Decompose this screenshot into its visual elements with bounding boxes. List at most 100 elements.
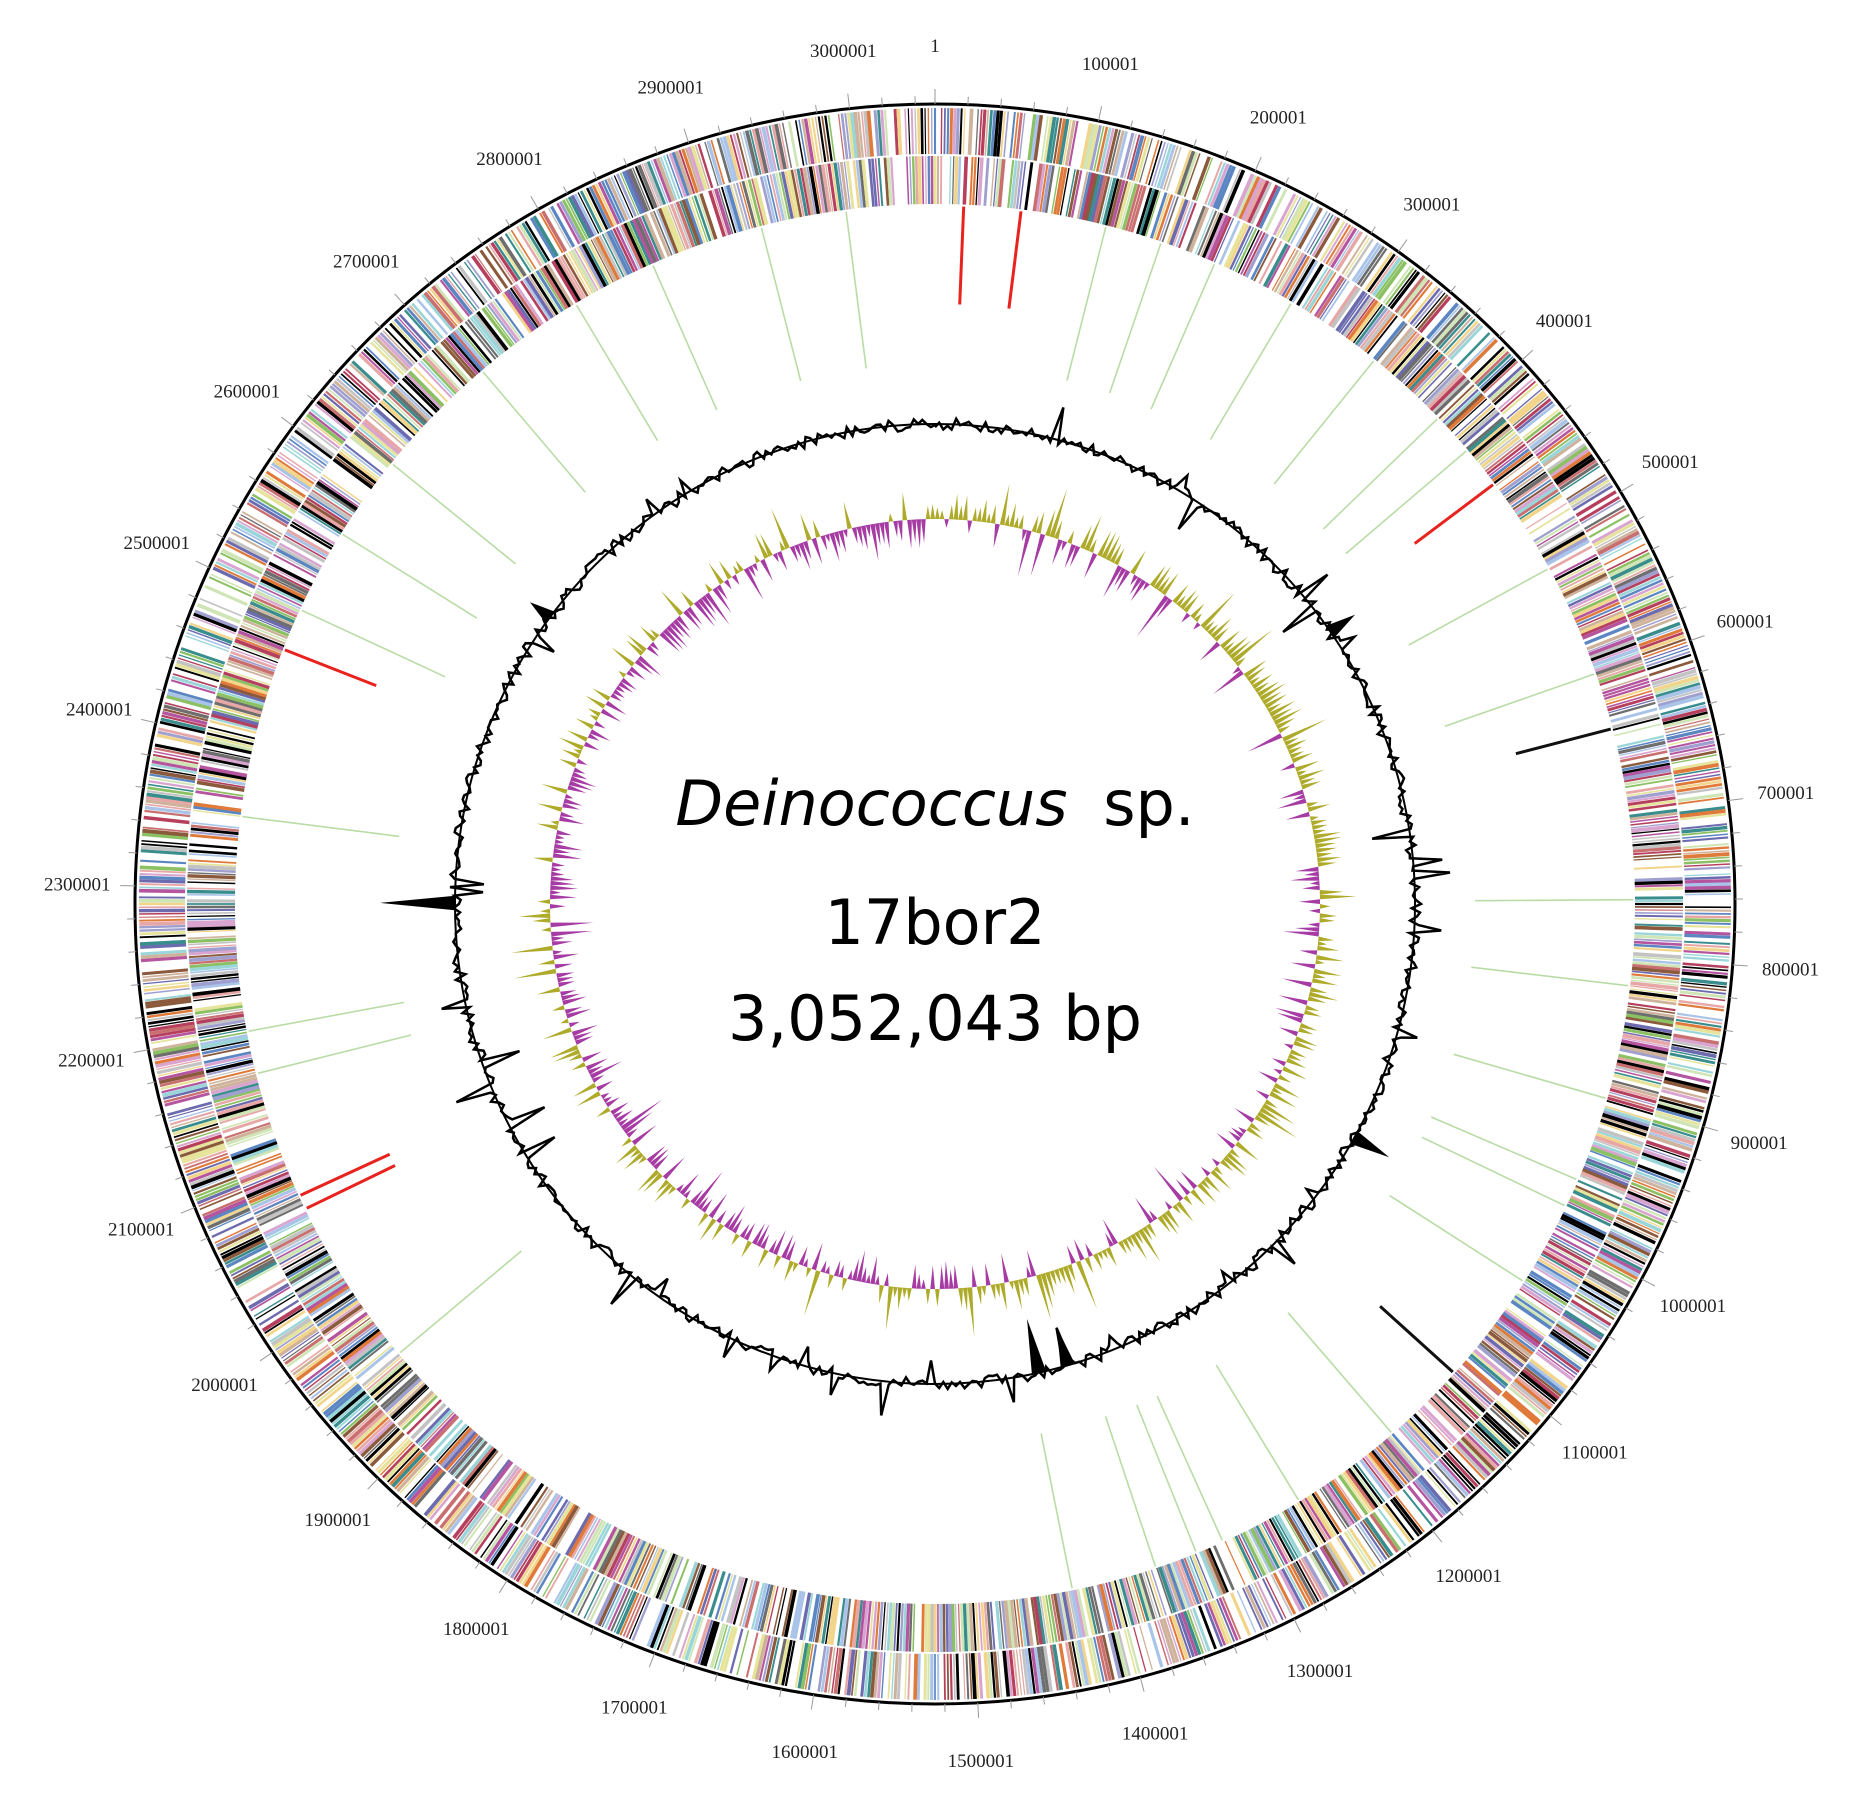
cog-gene-stroke [372,339,407,374]
cog-gene-stroke [1614,723,1662,737]
cog-gene-stroke [280,1243,324,1268]
tick-mark [1474,307,1481,315]
cog-gene-stroke [248,1282,290,1310]
cog-gene-stroke [394,1454,427,1490]
rrna-feature [299,1152,391,1197]
cog-gene-stroke [1628,799,1677,809]
cog-gene-stroke [1633,613,1677,632]
cog-gene-stroke [188,949,237,956]
cog-gene-stroke [1272,1572,1297,1615]
cog-gene-stroke [222,1116,269,1134]
tick-mark [348,1454,356,1461]
gc-skew-positive [538,959,555,965]
gc-content-peak [1056,1326,1075,1368]
cog-gene-stroke [729,1577,746,1624]
cog-gene-stroke [215,1096,263,1113]
cog-gene-stroke [1090,174,1105,223]
cog-gene-stroke [1113,1631,1129,1678]
cog-gene-stroke [1380,326,1413,366]
cog-gene-stroke [268,1222,313,1246]
cog-gene-stroke [433,1486,466,1525]
gc-skew-negative [1238,1127,1247,1134]
cog-gene-stroke [269,465,309,493]
cog-gene-stroke [1606,1099,1654,1116]
cog-gene-stroke [1108,129,1121,175]
cog-gene-stroke [1628,993,1677,1002]
cog-gene-stroke [233,1258,276,1284]
cog-gene-stroke [518,224,545,265]
cog-gene-stroke [152,1042,199,1055]
cog-gene-stroke [653,1605,672,1650]
cog-gene-stroke [551,1504,580,1548]
cog-gene-stroke [273,1229,317,1255]
cog-gene-stroke [1183,153,1201,198]
cog-gene-stroke [1290,202,1314,245]
cog-gene-stroke [1558,1218,1604,1244]
cog-gene-stroke [1660,701,1706,716]
tick-mark [259,1351,273,1362]
cog-gene-stroke [858,159,867,208]
cog-gene-stroke [1415,292,1446,329]
gc-skew-positive [1080,524,1092,550]
cog-gene-stroke [1321,280,1350,322]
gc-skew-negative [659,631,680,652]
cog-gene-stroke [1354,305,1386,346]
cog-gene-stroke [482,1520,511,1561]
gc-skew-positive [1153,566,1172,590]
tick-mark [977,1702,980,1718]
tick-mark [590,1627,595,1636]
cog-gene-stroke [147,1015,194,1025]
gc-skew-negative [637,655,662,677]
cog-gene-stroke [1606,549,1649,572]
cog-gene-stroke [286,528,330,556]
cog-gene-stroke [568,251,594,294]
cog-gene-stroke [942,1603,946,1652]
cog-gene-stroke [1489,1407,1526,1440]
cog-gene-stroke [1301,1498,1329,1542]
gc-skew-negative [1149,1210,1158,1221]
cog-gene-stroke [1591,645,1638,664]
cog-gene-stroke [1456,332,1491,367]
cog-gene-stroke [1537,523,1581,550]
gc-skew-positive [990,504,996,524]
gc-skew-positive [1031,515,1039,533]
gc-skew-positive [1009,1280,1014,1290]
cog-gene-stroke [520,1486,549,1528]
gc-skew-negative [594,721,606,729]
cog-gene-stroke [745,1632,759,1678]
gc-skew-negative [833,531,841,549]
cog-gene-stroke [1039,1595,1049,1644]
cog-gene-stroke [710,139,726,185]
cog-gene-stroke [923,1653,928,1700]
cog-gene-stroke [1501,1311,1544,1343]
tick-mark [1589,1362,1597,1369]
cog-gene-stroke [1311,1492,1340,1535]
gc-skew-positive [537,803,563,812]
trna-feature [399,1250,522,1354]
cog-gene-stroke [558,200,584,244]
cog-gene-stroke [1659,1095,1705,1110]
cog-gene-stroke [1544,536,1589,564]
cog-gene-stroke [554,258,582,302]
cog-gene-stroke [484,1522,514,1563]
gc-skew-positive [1190,1189,1206,1206]
cog-gene-stroke [1626,789,1675,801]
cog-gene-stroke [1667,1061,1714,1074]
rrna-feature [284,648,377,687]
gc-skew-positive [513,968,557,979]
cog-gene-stroke [1362,1519,1391,1559]
cog-gene-stroke [1183,1557,1203,1604]
gc-skew-negative [576,758,588,765]
cog-gene-stroke [587,240,612,285]
cog-gene-stroke [1610,1085,1658,1101]
cog-gene-stroke [449,332,484,372]
cog-gene-stroke [1450,1375,1488,1410]
cog-gene-stroke [1438,313,1471,350]
cog-gene-stroke [1596,1255,1638,1280]
cog-gene-stroke [861,1600,870,1649]
cog-gene-stroke [215,695,263,712]
cog-gene-stroke [570,1515,597,1559]
gc-skew-positive [1045,1271,1055,1297]
cog-gene-stroke [1625,1016,1674,1028]
cog-gene-stroke [360,1422,396,1458]
